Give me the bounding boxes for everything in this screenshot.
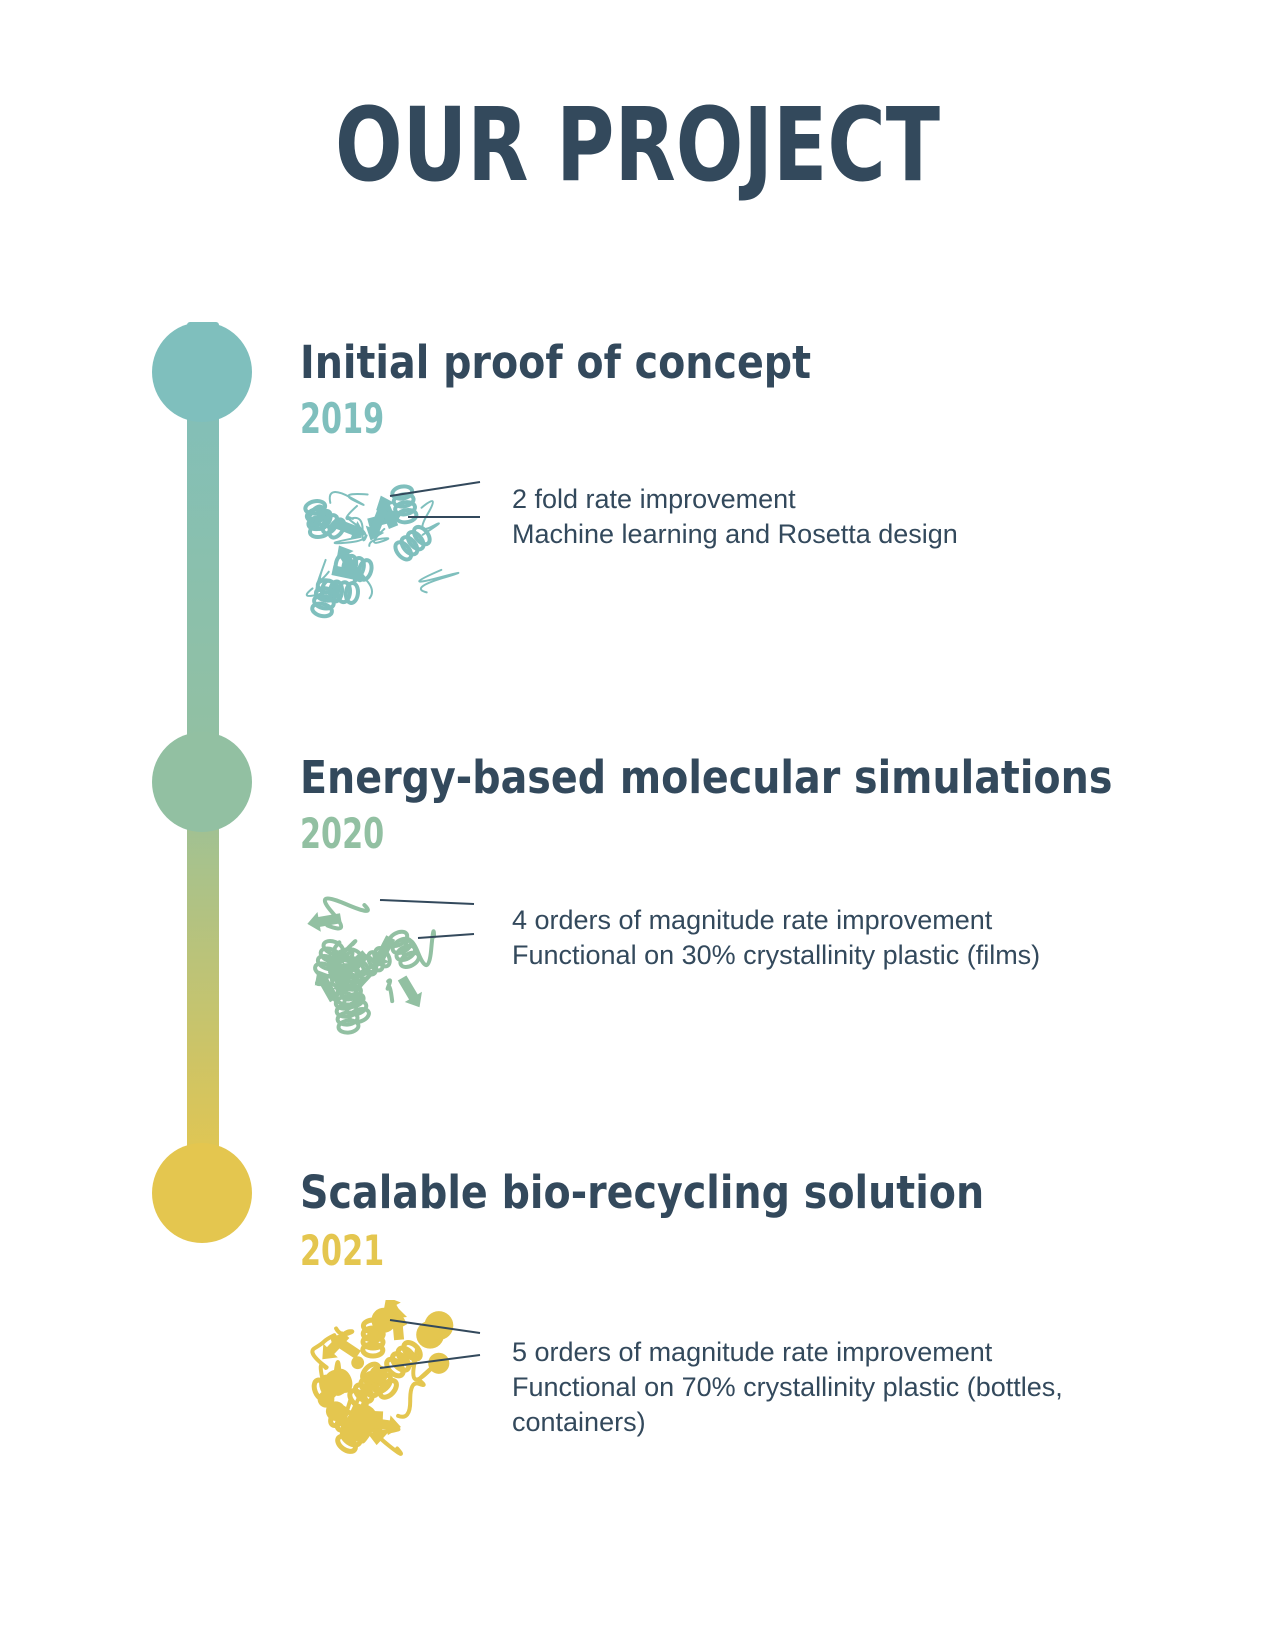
protein-ribbon-solid-icon: [310, 1300, 454, 1456]
milestone-title: Scalable bio-recycling solution: [300, 1166, 985, 1219]
milestone-title: Initial proof of concept: [300, 336, 812, 389]
helix: [310, 578, 340, 619]
milestone-bullet: Functional on 30% crystallinity plastic …: [512, 940, 1041, 970]
ribbon-blob: [371, 1307, 397, 1333]
milestone-title: Energy-based molecular simulations: [300, 751, 1113, 804]
beta-strand: [371, 935, 396, 968]
beta-strand: [322, 1331, 350, 1360]
milestone-year: 2021: [300, 1226, 385, 1275]
beta-strand: [376, 495, 399, 530]
ribbon-blob: [428, 1352, 450, 1374]
beta-strand: [314, 970, 339, 1003]
ribbon-blob: [369, 1365, 388, 1384]
coil-loop: [310, 1333, 337, 1370]
milestone-bullet: 5 orders of magnitude rate improvement: [512, 1337, 993, 1367]
protein-ribbon-outline-icon: [303, 484, 460, 619]
milestone-bullet: Functional on 70% crystallinity plastic …: [512, 1372, 1063, 1402]
beta-strand: [397, 975, 422, 1008]
milestone-bullet: containers): [512, 1407, 646, 1437]
leader-line: [389, 481, 481, 497]
leader-line: [379, 1354, 481, 1369]
leader-line: [417, 933, 475, 939]
ribbon-blob: [348, 1420, 365, 1438]
coil-loop: [385, 978, 395, 1004]
helix: [339, 984, 371, 1025]
milestone-bullet: Machine learning and Rosetta design: [512, 519, 958, 549]
beta-strand: [307, 912, 342, 932]
leader-lines: [379, 1319, 481, 1369]
beta-strand: [331, 564, 366, 585]
leader-lines: [389, 481, 481, 518]
milestone-bullet: 2 fold rate improvement: [512, 484, 796, 514]
leader-line: [389, 1319, 481, 1334]
ribbon-blob: [429, 1311, 446, 1328]
coil-loop: [328, 491, 369, 506]
beta-strand: [365, 506, 388, 541]
beta-strand: [325, 961, 350, 994]
beta-strand: [336, 545, 361, 578]
coil-loop: [418, 568, 460, 594]
timeline-node-2019: [152, 322, 252, 422]
coil-loop: [322, 896, 370, 931]
milestone-bullet: 4 orders of magnitude rate improvement: [512, 905, 993, 935]
page-title: OUR PROJECT: [334, 86, 941, 205]
coil-loop: [368, 527, 390, 547]
beta-strand: [331, 517, 365, 540]
timeline-node-2021: [152, 1143, 252, 1243]
beta-strand: [340, 950, 370, 977]
ribbon-blob: [325, 1401, 346, 1421]
milestone-year: 2020: [300, 809, 385, 858]
leader-lines: [379, 899, 475, 939]
protein-ribbon-icon: [307, 896, 437, 1035]
coil-loop: [333, 516, 367, 545]
timeline-node-2020: [152, 732, 252, 832]
milestone-year: 2019: [300, 394, 385, 443]
leader-line: [379, 899, 475, 905]
ribbon-blob: [351, 1356, 365, 1370]
ribbon-blob: [323, 1369, 350, 1396]
helix: [393, 524, 432, 562]
coil-loop: [396, 1378, 426, 1419]
